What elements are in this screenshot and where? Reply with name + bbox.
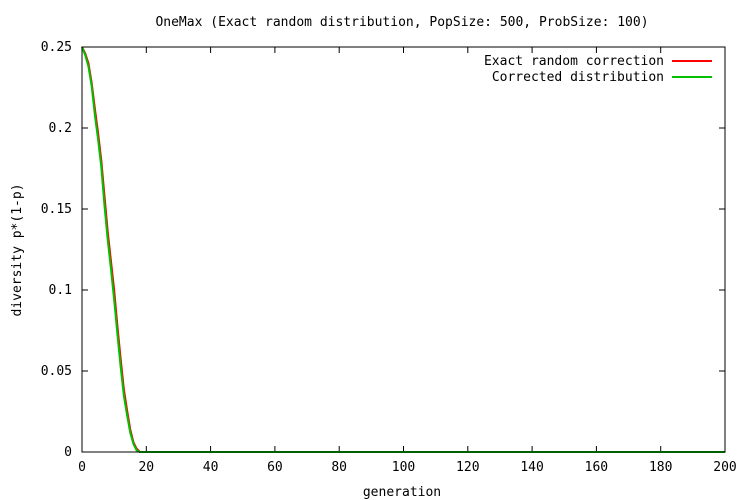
x-tick-label: 180: [649, 460, 672, 475]
x-tick-label: 160: [585, 460, 608, 475]
legend-label-corrected-distribution: Corrected distribution: [492, 70, 664, 85]
y-tick-label: 0.05: [41, 364, 72, 379]
series-line-corrected-distribution: [81, 46, 725, 453]
x-tick-label: 140: [520, 460, 543, 475]
plot-frame: [81, 46, 726, 453]
y-tick-label: 0.1: [49, 283, 72, 298]
x-tick-label: 20: [138, 460, 154, 475]
x-axis-title: generation: [363, 485, 441, 500]
legend: Exact random correction Corrected distri…: [484, 54, 712, 85]
x-tick-label: 60: [267, 460, 283, 475]
x-tick-label: 100: [392, 460, 415, 475]
y-tick-label: 0: [64, 445, 72, 460]
y-axis-title: diversity p*(1-p): [10, 183, 25, 316]
legend-label-exact-random-correction: Exact random correction: [484, 54, 664, 69]
x-tick-label: 120: [456, 460, 479, 475]
chart-title: OneMax (Exact random distribution, PopSi…: [155, 15, 648, 30]
y-tick-label: 0.25: [41, 40, 72, 55]
ticks-layer: 0 20 40 60 80 100 120 140 160 180 200 0 0.05 0.1 0.15 0…: [41, 40, 737, 475]
x-tick-label: 200: [713, 460, 736, 475]
x-tick-label: 40: [203, 460, 219, 475]
y-tick-label: 0.15: [41, 202, 72, 217]
y-tick-label: 0.2: [49, 121, 72, 136]
x-tick-label: 80: [331, 460, 347, 475]
series-layer: [81, 46, 725, 453]
x-tick-label: 0: [78, 460, 86, 475]
